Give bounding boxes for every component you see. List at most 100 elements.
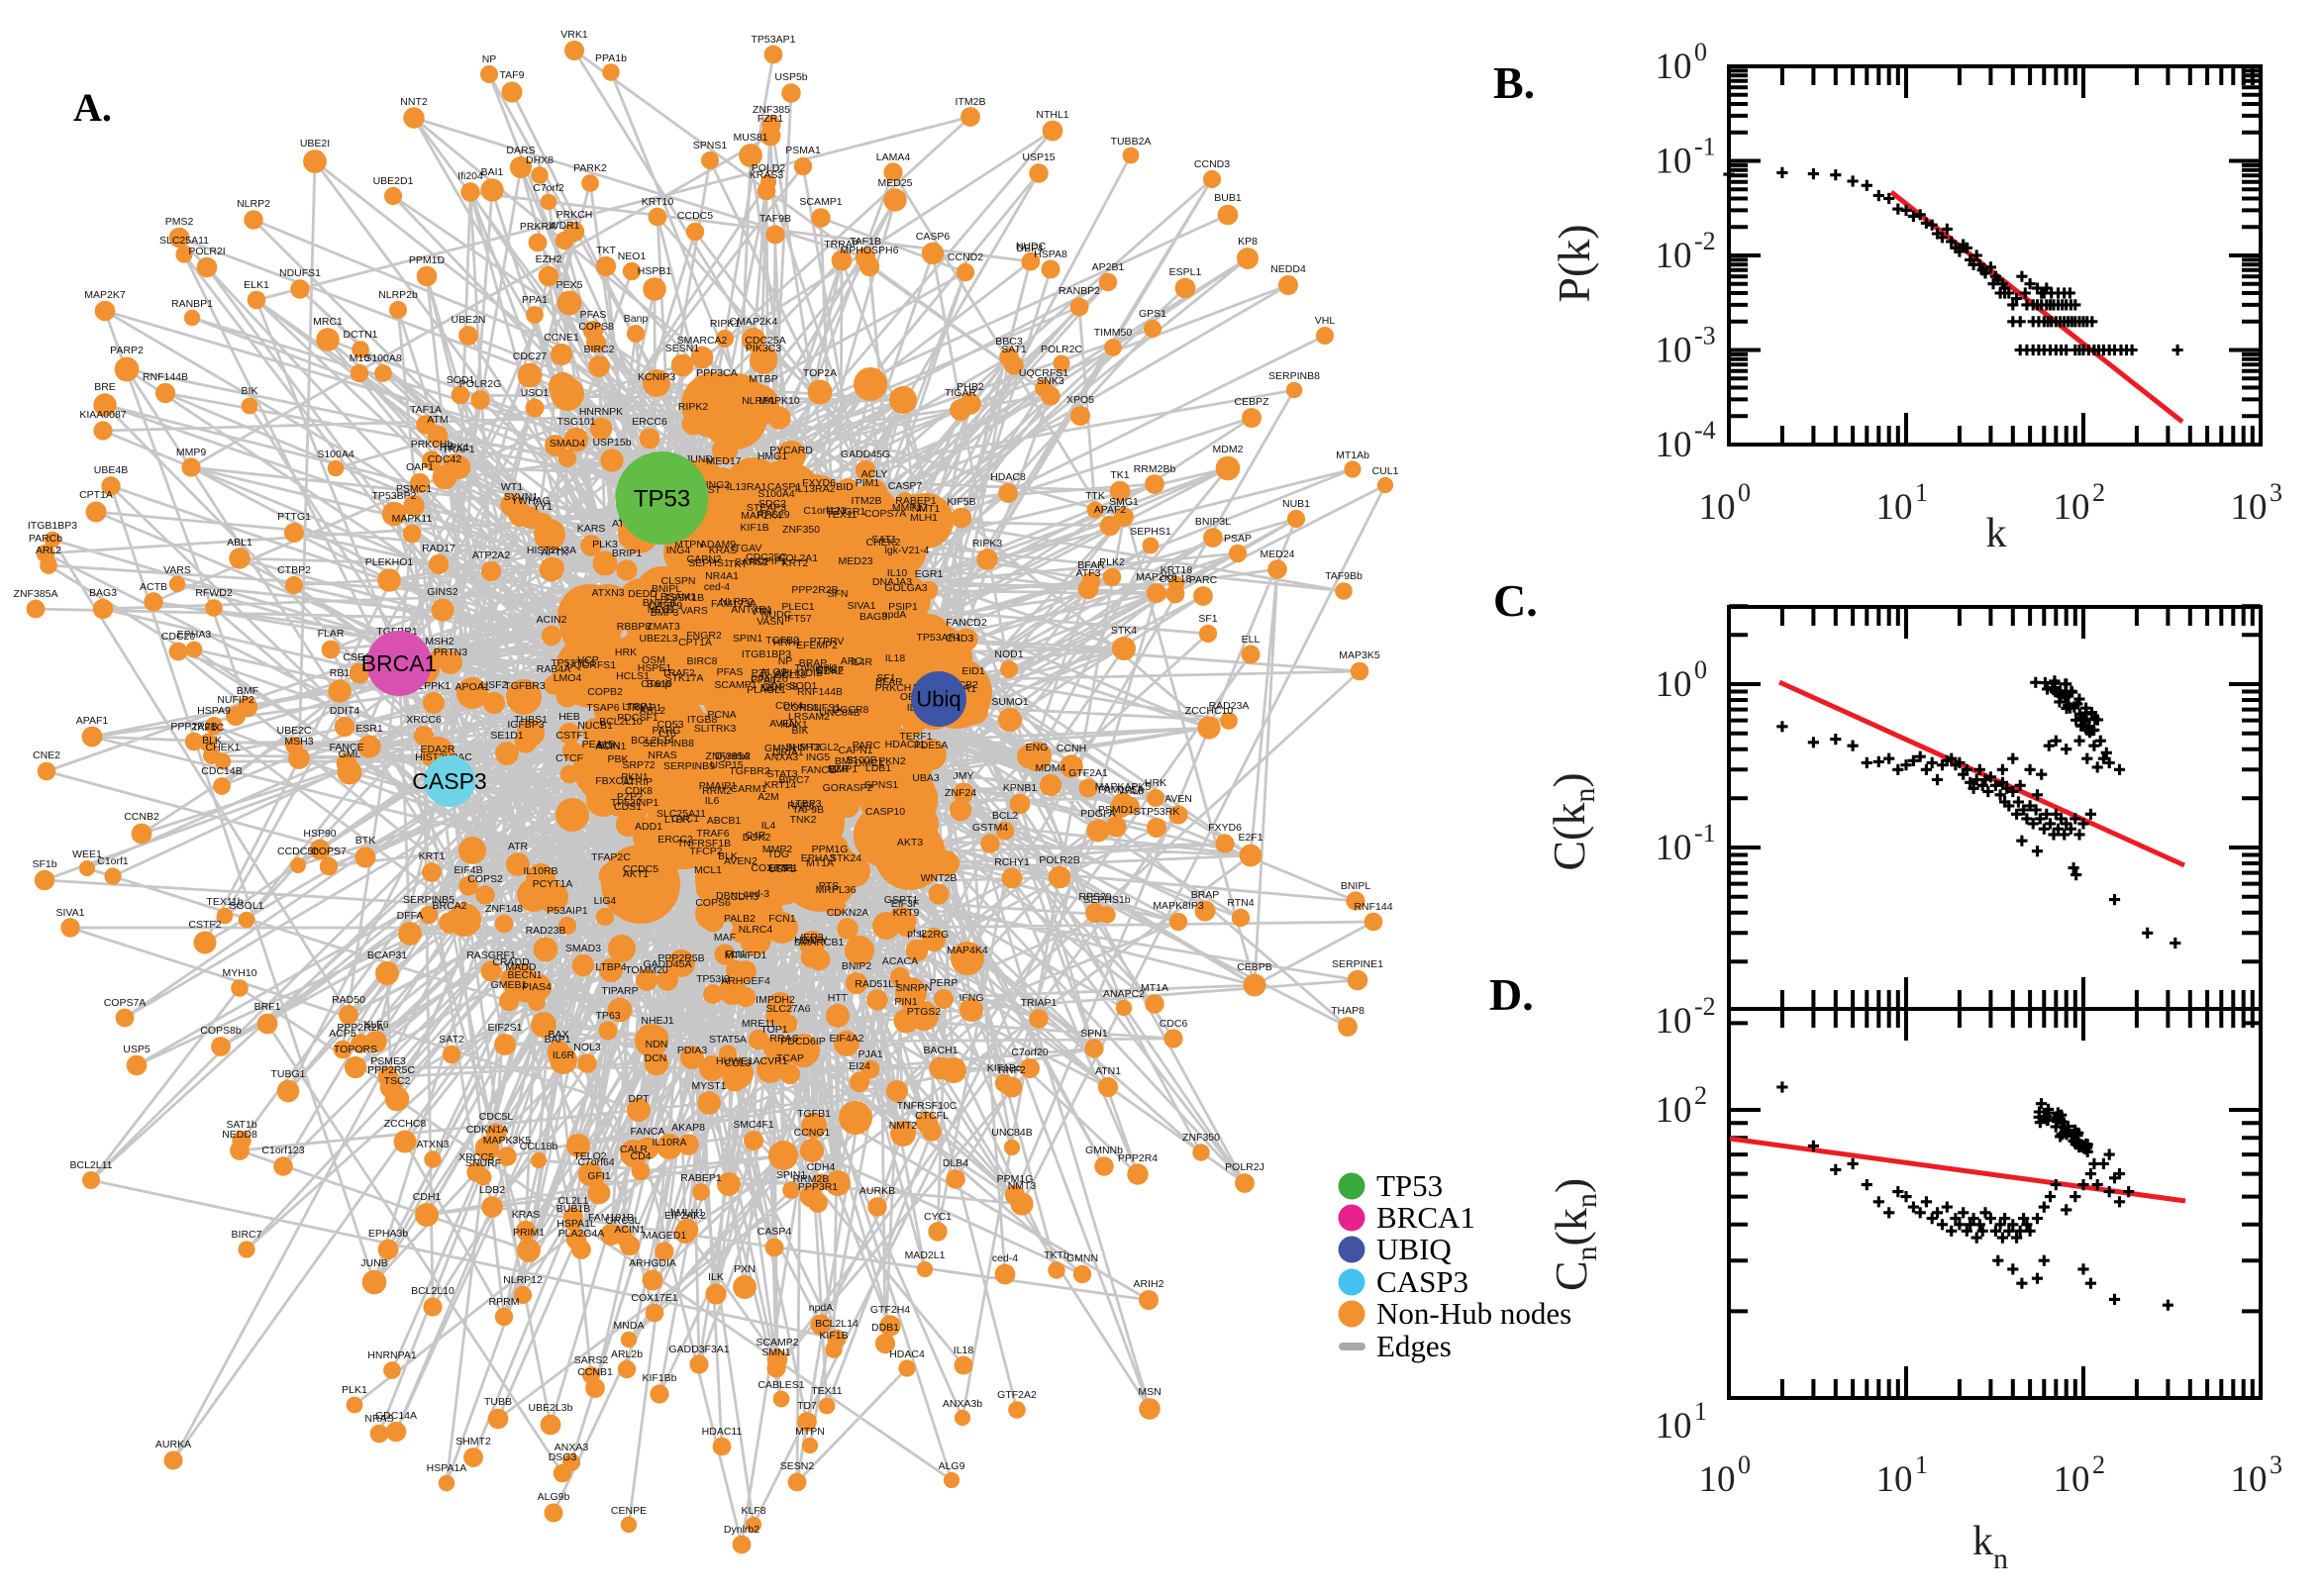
svg-text:PPP2R5C: PPP2R5C <box>367 1064 415 1076</box>
svg-text:TAF9B: TAF9B <box>759 213 791 225</box>
svg-text:B.: B. <box>1493 57 1535 108</box>
svg-text:10: 10 <box>1699 487 1736 528</box>
svg-text:RPS29: RPS29 <box>757 509 789 521</box>
svg-text:PLK1: PLK1 <box>342 1384 367 1396</box>
svg-text:CRADD: CRADD <box>492 956 530 968</box>
svg-text:GTF2H4: GTF2H4 <box>870 1304 910 1316</box>
svg-text:ANTXR1: ANTXR1 <box>731 604 772 616</box>
svg-text:KRT2: KRT2 <box>782 557 809 569</box>
svg-text:hMLH1: hMLH1 <box>670 1207 704 1219</box>
svg-text:NLRP12: NLRP12 <box>503 1274 543 1286</box>
svg-text:npdA: npdA <box>882 609 907 621</box>
svg-text:PLAGL1: PLAGL1 <box>747 684 786 696</box>
svg-text:GADD45A: GADD45A <box>643 958 691 970</box>
svg-text:TIMM50: TIMM50 <box>1094 327 1133 339</box>
svg-text:IFT57: IFT57 <box>784 613 812 625</box>
svg-text:EIF3F: EIF3F <box>891 898 920 910</box>
svg-text:MMP1: MMP1 <box>828 763 858 775</box>
svg-text:PEX5: PEX5 <box>556 279 583 291</box>
svg-text:HAX1: HAX1 <box>780 719 808 731</box>
svg-text:FCN1: FCN1 <box>768 913 796 925</box>
svg-text:NUFIP2: NUFIP2 <box>217 694 254 706</box>
svg-text:BIRC2: BIRC2 <box>584 344 615 355</box>
svg-text:CCDC5b: CCDC5b <box>277 846 319 857</box>
svg-text:ZMAT3: ZMAT3 <box>647 621 680 633</box>
svg-text:AKAP8: AKAP8 <box>671 1122 705 1134</box>
svg-text:S100A4: S100A4 <box>317 449 354 460</box>
svg-text:10: 10 <box>2054 1459 2090 1500</box>
svg-text:CALR: CALR <box>620 1144 648 1155</box>
svg-text:CPT1A: CPT1A <box>79 489 113 501</box>
svg-text:PJA1: PJA1 <box>858 1048 882 1060</box>
svg-text:KRT14: KRT14 <box>764 779 797 791</box>
svg-text:10: 10 <box>2054 487 2090 528</box>
svg-text:BCL2L10: BCL2L10 <box>599 716 643 728</box>
svg-text:KARS: KARS <box>577 523 606 535</box>
svg-text:GADD45G: GADD45G <box>841 449 890 460</box>
svg-text:PARP2: PARP2 <box>110 345 144 356</box>
svg-text:APAF2: APAF2 <box>1094 504 1127 516</box>
svg-text:HDAC4: HDAC4 <box>889 1348 925 1360</box>
svg-text:VARS: VARS <box>163 564 191 576</box>
svg-text:TP53INP1: TP53INP1 <box>611 797 659 809</box>
svg-text:FANCG: FANCG <box>801 764 837 776</box>
svg-text:MED17: MED17 <box>706 455 741 467</box>
svg-text:COPS3: COPS3 <box>783 702 819 714</box>
svg-text:AKT3: AKT3 <box>897 837 923 848</box>
svg-text:LTBP3: LTBP3 <box>790 798 821 810</box>
svg-text:TK1: TK1 <box>1110 469 1129 481</box>
svg-text:-1: -1 <box>1694 133 1716 161</box>
svg-text:HDAC11: HDAC11 <box>885 739 926 750</box>
svg-text:USP15b: USP15b <box>592 437 631 449</box>
svg-text:ITM2B: ITM2B <box>956 96 986 108</box>
svg-text:CCL18: CCL18 <box>774 669 807 681</box>
svg-text:SCAMP1: SCAMP1 <box>714 679 757 691</box>
svg-text:BLK: BLK <box>202 735 222 747</box>
svg-text:CASP4: CASP4 <box>758 1226 792 1238</box>
svg-text:ABL1: ABL1 <box>227 537 252 549</box>
svg-text:KIF1B: KIF1B <box>819 1330 848 1342</box>
svg-text:IER3: IER3 <box>800 932 824 944</box>
svg-text:USP5: USP5 <box>123 1044 151 1055</box>
svg-text:ZNF385: ZNF385 <box>753 104 790 116</box>
svg-text:SMN1: SMN1 <box>761 1347 790 1358</box>
svg-text:IL13RA1: IL13RA1 <box>727 481 767 493</box>
svg-text:MED23: MED23 <box>838 555 872 567</box>
svg-text:MTPN: MTPN <box>795 1426 825 1438</box>
svg-text:UQCRFS1: UQCRFS1 <box>1019 367 1068 379</box>
svg-text:LDB2: LDB2 <box>479 1184 505 1196</box>
svg-text:TRIAP1: TRIAP1 <box>1021 997 1058 1009</box>
svg-text:SEPHS1: SEPHS1 <box>688 557 730 569</box>
svg-text:FXYD6: FXYD6 <box>802 477 836 489</box>
svg-text:BNIP2: BNIP2 <box>842 960 872 972</box>
svg-text:COX17E1: COX17E1 <box>751 862 797 874</box>
svg-text:BAP1: BAP1 <box>545 1034 571 1046</box>
svg-text:CDK2: CDK2 <box>816 665 844 677</box>
svg-text:CCNH: CCNH <box>1057 743 1086 754</box>
svg-text:PRKCH: PRKCH <box>556 209 593 221</box>
svg-text:NBN: NBN <box>760 682 782 694</box>
svg-text:CDC42: CDC42 <box>428 453 462 465</box>
svg-text:BMP3: BMP3 <box>651 607 679 619</box>
svg-text:CASP6: CASP6 <box>916 231 951 243</box>
svg-text:KLF8: KLF8 <box>741 1505 765 1517</box>
svg-text:SF1b: SF1b <box>32 858 56 870</box>
svg-text:SPN1: SPN1 <box>1080 1028 1108 1040</box>
svg-text:TRAF6: TRAF6 <box>696 828 729 840</box>
svg-text:MED25: MED25 <box>877 177 912 189</box>
svg-text:KP8: KP8 <box>1238 236 1258 248</box>
svg-text:P(k): P(k) <box>1549 224 1599 302</box>
svg-text:AURKB: AURKB <box>859 1185 895 1197</box>
svg-text:TAF9: TAF9 <box>500 69 525 81</box>
svg-text:GMNN: GMNN <box>1066 1252 1098 1264</box>
svg-text:CYC1: CYC1 <box>671 813 699 825</box>
svg-text:MRE11: MRE11 <box>742 1018 775 1030</box>
svg-text:NRAS: NRAS <box>648 749 676 761</box>
svg-text:GOLGA3: GOLGA3 <box>884 582 927 594</box>
svg-text:10: 10 <box>1656 1001 1692 1042</box>
svg-text:UBE4B: UBE4B <box>94 464 128 476</box>
svg-text:PCYT1A: PCYT1A <box>533 878 573 890</box>
svg-text:10: 10 <box>1656 1406 1692 1446</box>
svg-text:BUB1B: BUB1B <box>556 1203 590 1215</box>
svg-text:ZNF385A: ZNF385A <box>14 588 58 600</box>
